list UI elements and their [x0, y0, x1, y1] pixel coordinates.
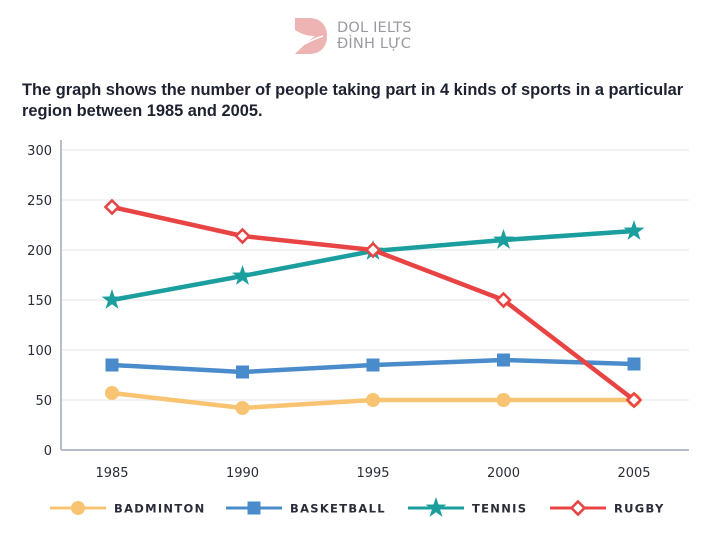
x-tick-label: 1995 [356, 466, 389, 481]
x-tick-label: 2000 [487, 466, 520, 481]
x-tick-label: 1990 [226, 466, 259, 481]
y-tick-label: 150 [27, 294, 52, 309]
data-point-tennis [493, 229, 514, 249]
y-axis-ticks: 0 50 100 150 200 250 300 [27, 144, 52, 459]
y-tick-label: 50 [35, 394, 52, 409]
data-point-badminton [235, 401, 250, 415]
data-point-tennis [623, 220, 645, 240]
data-point-rugby [364, 241, 382, 259]
series-badminton [105, 386, 641, 415]
y-tick-label: 100 [27, 344, 52, 359]
legend-label-basketball: BASKETBALL [290, 502, 386, 516]
brand-logo: DOL IELTS ĐÌNH LỰC [293, 14, 453, 58]
legend-label-tennis: TENNIS [472, 502, 527, 516]
data-point-rugby [495, 291, 512, 309]
y-tick-label: 250 [27, 194, 52, 209]
series-tennis [101, 220, 645, 309]
legend-marker-badminton-icon [71, 501, 85, 515]
series-group [101, 198, 645, 415]
logo-mark-icon [295, 18, 327, 54]
data-point-badminton [105, 386, 119, 400]
legend-item-badminton: BADMINTON [50, 501, 206, 516]
legend-label-rugby: RUGBY [614, 502, 665, 516]
legend-marker-basketball-icon [247, 501, 261, 515]
y-tick-label: 300 [27, 144, 52, 159]
data-point-basketball [627, 357, 641, 371]
chart-title: The graph shows the number of people tak… [22, 81, 684, 120]
data-point-badminton [496, 393, 511, 407]
legend-item-rugby: RUGBY [550, 499, 665, 517]
data-point-rugby [625, 391, 643, 409]
data-point-basketball [497, 353, 510, 367]
legend: BADMINTON BASKETBALL TENNIS RUGBY [50, 497, 665, 517]
data-point-badminton [366, 393, 380, 407]
x-tick-label: 2005 [617, 466, 650, 481]
legend-label-badminton: BADMINTON [114, 502, 206, 516]
data-point-basketball [366, 358, 380, 372]
y-tick-label: 200 [27, 244, 52, 259]
logo-line-2: ĐÌNH LỰC [337, 36, 412, 52]
legend-item-tennis: TENNIS [408, 497, 527, 517]
y-tick-label: 0 [44, 444, 52, 459]
data-point-rugby [234, 227, 251, 245]
data-point-tennis [232, 265, 253, 285]
x-tick-label: 1985 [95, 466, 128, 481]
data-point-basketball [236, 365, 249, 379]
legend-marker-rugby-icon [569, 499, 587, 517]
x-axis-ticks: 1985 1990 1995 2000 2005 [95, 466, 650, 481]
series-rugby [103, 198, 643, 409]
logo-text: DOL IELTS ĐÌNH LỰC [337, 20, 412, 52]
legend-item-basketball: BASKETBALL [226, 501, 386, 516]
legend-marker-tennis-icon [425, 497, 447, 517]
series-basketball [105, 353, 641, 379]
data-point-basketball [105, 358, 119, 372]
logo-line-1: DOL IELTS [337, 20, 412, 36]
data-point-rugby [103, 198, 121, 216]
data-point-tennis [101, 289, 123, 309]
axes [60, 140, 689, 451]
